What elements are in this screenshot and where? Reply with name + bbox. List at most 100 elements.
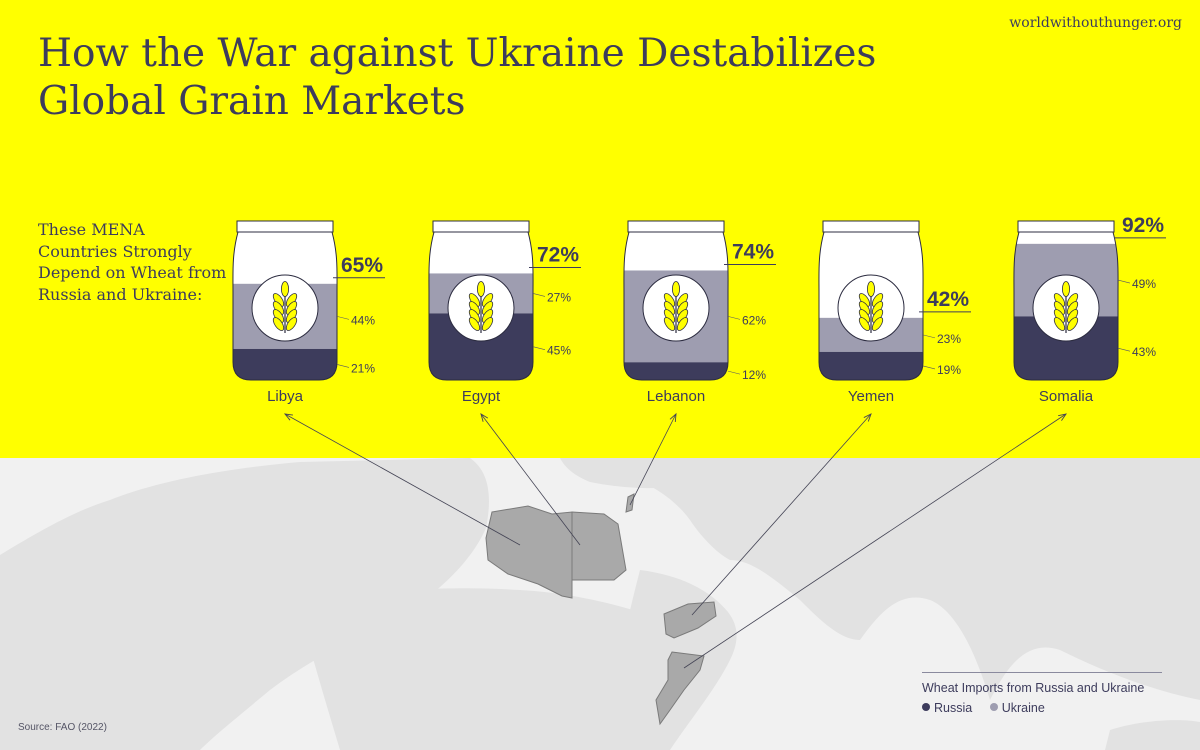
bar-segment-russia-lebanon bbox=[623, 362, 729, 380]
bar-somalia: 43% 49% 92% Somalia bbox=[1013, 214, 1166, 405]
bar-libya: 21% 44% 65% Libya bbox=[232, 220, 385, 405]
title-line-1: How the War against Ukraine Destabilizes bbox=[38, 31, 877, 76]
category-label-lebanon: Lebanon bbox=[647, 388, 705, 405]
legend-items: Russia Ukraine bbox=[922, 701, 1162, 715]
wheat-grain-icon bbox=[1053, 317, 1066, 331]
world-map bbox=[0, 458, 1200, 750]
data-label-russia-somalia: 43% bbox=[1132, 345, 1156, 359]
total-label-yemen: 42% bbox=[927, 288, 969, 311]
data-label-russia-lebanon: 12% bbox=[742, 368, 766, 382]
category-label-egypt: Egypt bbox=[462, 388, 501, 405]
arrowhead-icon bbox=[480, 413, 489, 422]
connector-line-libya bbox=[284, 413, 521, 546]
jar-lid-libya bbox=[236, 220, 334, 233]
total-label-lebanon: 74% bbox=[732, 240, 774, 263]
country-shape-somalia bbox=[655, 651, 705, 726]
data-label-ukraine-egypt: 27% bbox=[547, 290, 571, 304]
legend-label-russia: Russia bbox=[934, 701, 973, 715]
data-label-ukraine-yemen: 23% bbox=[937, 332, 961, 346]
bar-lebanon: 12% 62% 74% Lebanon bbox=[623, 220, 776, 405]
bar-segment-russia-yemen bbox=[818, 351, 924, 380]
connector-line-yemen bbox=[691, 413, 872, 616]
data-label-russia-egypt: 45% bbox=[547, 344, 571, 358]
data-label-russia-yemen: 19% bbox=[937, 363, 961, 377]
data-label-ukraine-lebanon: 62% bbox=[742, 313, 766, 327]
arrowhead-icon bbox=[863, 413, 872, 422]
label-tick-russia bbox=[727, 370, 741, 375]
arrowhead-icon bbox=[1058, 413, 1068, 421]
legend-title: Wheat Imports from Russia and Ukraine bbox=[922, 681, 1145, 695]
total-label-libya: 65% bbox=[341, 254, 383, 277]
label-tick-russia bbox=[1117, 347, 1131, 352]
wheat-grain-icon bbox=[1062, 281, 1071, 297]
label-tick-ukraine bbox=[532, 293, 546, 297]
wheat-grain-icon bbox=[871, 317, 884, 331]
jar-lid-yemen bbox=[822, 220, 920, 233]
wheat-grain-icon bbox=[867, 281, 876, 297]
wheat-grain-icon bbox=[285, 317, 298, 331]
label-tick-russia bbox=[532, 346, 546, 350]
category-label-yemen: Yemen bbox=[848, 388, 894, 405]
legend-dot-russia bbox=[922, 703, 930, 711]
land-central-africa bbox=[300, 588, 650, 750]
jar-outline-egypt bbox=[428, 231, 534, 381]
land-australia bbox=[1105, 720, 1200, 750]
bar-yemen: 19% 23% 42% Yemen bbox=[818, 220, 971, 405]
wheat-grain-icon bbox=[272, 317, 285, 331]
jar-outline-somalia bbox=[1013, 231, 1119, 381]
total-label-somalia: 92% bbox=[1122, 214, 1164, 237]
legend-label-ukraine: Ukraine bbox=[1001, 701, 1045, 715]
jar-lid-somalia bbox=[1017, 220, 1115, 233]
jar-outline-libya bbox=[232, 231, 338, 381]
country-shape-egypt bbox=[571, 511, 627, 581]
title-line-2: Global Grain Markets bbox=[38, 79, 466, 124]
data-label-russia-libya: 21% bbox=[351, 361, 375, 375]
source-note: Source: FAO (2022) bbox=[18, 722, 107, 733]
bar-egypt: 45% 27% 72% Egypt bbox=[428, 220, 581, 405]
brand-url[interactable]: worldwithouthunger.org bbox=[1009, 15, 1182, 31]
legend-item-ukraine: Ukraine bbox=[989, 701, 1045, 715]
country-shape-yemen bbox=[663, 601, 717, 639]
wheat-grain-icon bbox=[672, 281, 681, 297]
category-label-libya: Libya bbox=[267, 388, 304, 405]
label-tick-ukraine bbox=[336, 316, 350, 320]
wheat-grain-icon bbox=[676, 317, 689, 331]
land-asia bbox=[620, 458, 1200, 700]
page-title: How the War against Ukraine Destabilizes… bbox=[38, 30, 876, 126]
jar-lid-egypt bbox=[432, 220, 530, 233]
data-label-ukraine-somalia: 49% bbox=[1132, 277, 1156, 291]
jar-outline-yemen bbox=[818, 231, 924, 381]
jar-outline-lebanon bbox=[623, 231, 729, 381]
total-label-egypt: 72% bbox=[537, 243, 579, 266]
wheat-grain-icon bbox=[468, 317, 481, 331]
wheat-grain-icon bbox=[858, 317, 871, 331]
wheat-grain-icon bbox=[481, 317, 494, 331]
chart-subtitle: These MENA Countries Strongly Depend on … bbox=[38, 220, 227, 304]
category-label-somalia: Somalia bbox=[1039, 388, 1094, 405]
label-tick-russia bbox=[336, 364, 350, 368]
connector-line-egypt bbox=[480, 413, 581, 546]
bar-group: 21% 44% 65% Libya 45% 27% 72% Egypt 12% 62% 74% Leb… bbox=[232, 214, 1166, 405]
wheat-grain-icon bbox=[280, 281, 289, 297]
wheat-grain-icon bbox=[476, 281, 485, 297]
jar-lid-lebanon bbox=[627, 220, 725, 233]
connector-line-lebanon bbox=[629, 413, 677, 506]
connector-line-somalia bbox=[683, 413, 1067, 669]
legend: Wheat Imports from Russia and Ukraine Ru… bbox=[922, 672, 1162, 715]
country-shape-libya bbox=[485, 505, 573, 599]
wheat-grain-icon bbox=[1066, 317, 1079, 331]
data-label-ukraine-libya: 44% bbox=[351, 313, 375, 327]
arrowhead-icon bbox=[283, 413, 293, 421]
label-tick-ukraine bbox=[922, 334, 936, 339]
connector-lines bbox=[283, 412, 1068, 669]
wheat-grain-icon bbox=[663, 317, 676, 331]
legend-item-russia: Russia bbox=[922, 701, 972, 715]
legend-dot-ukraine bbox=[989, 703, 998, 711]
label-tick-ukraine bbox=[1117, 279, 1131, 284]
label-tick-russia bbox=[922, 365, 936, 370]
country-shape-lebanon bbox=[625, 493, 635, 513]
bar-segment-russia-libya bbox=[232, 348, 338, 380]
land-west-africa bbox=[0, 458, 489, 750]
label-tick-ukraine bbox=[727, 316, 741, 320]
